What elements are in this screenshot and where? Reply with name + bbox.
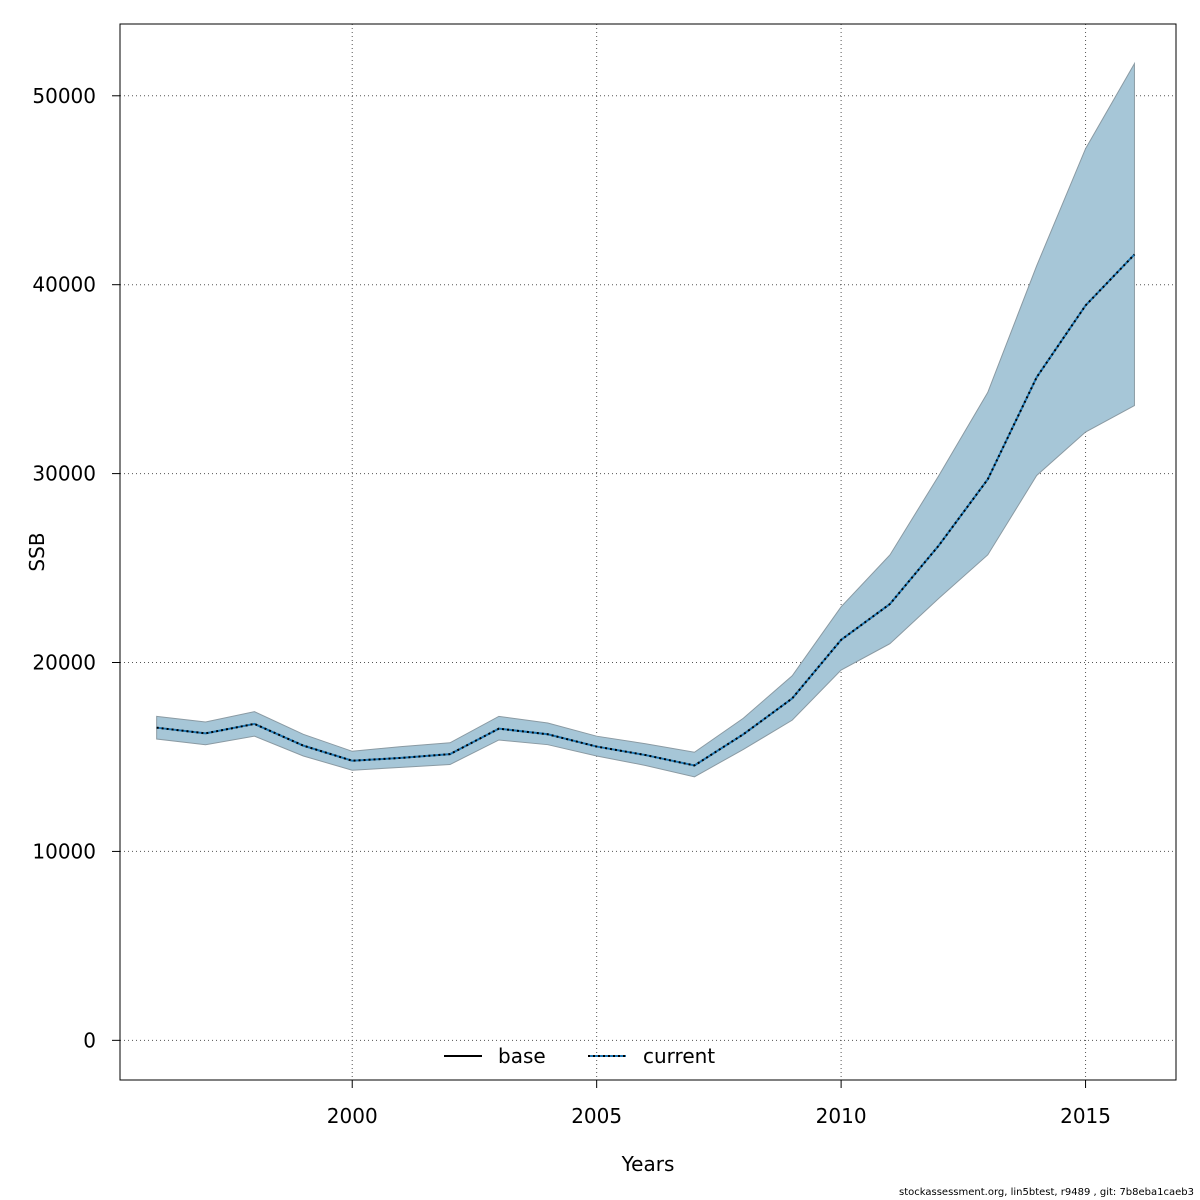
series-layer [156, 253, 1136, 767]
x-tick-label-2015: 2015 [1060, 1104, 1111, 1128]
y-axis: 0 10000 20000 30000 40000 50000 [32, 84, 120, 1052]
y-axis-title: SSB [25, 532, 49, 571]
y-tick-label-0: 0 [83, 1028, 96, 1052]
legend: base current [444, 1044, 715, 1068]
plot-frame [119, 23, 1177, 1081]
y-tick-label-50000: 50000 [32, 84, 96, 108]
footer-credit: stockassessment.org, lin5btest, r9489 , … [899, 1187, 1194, 1198]
x-tick-label-2000: 2000 [327, 1104, 378, 1128]
series-line-current [156, 253, 1136, 767]
x-tick-label-2010: 2010 [816, 1104, 867, 1128]
confidence-band [156, 61, 1135, 778]
x-axis-title: Years [621, 1152, 675, 1176]
y-tick-label-10000: 10000 [32, 839, 96, 863]
x-axis: 2000 2005 2010 2015 [327, 1080, 1111, 1128]
grid-lines [120, 24, 1176, 1080]
x-tick-label-2005: 2005 [571, 1104, 622, 1128]
y-tick-label-30000: 30000 [32, 462, 96, 486]
y-tick-label-40000: 40000 [32, 273, 96, 297]
confidence-band-layer [156, 61, 1135, 778]
legend-label-base: base [498, 1044, 546, 1068]
y-tick-label-20000: 20000 [32, 651, 96, 675]
legend-label-current: current [643, 1044, 715, 1068]
